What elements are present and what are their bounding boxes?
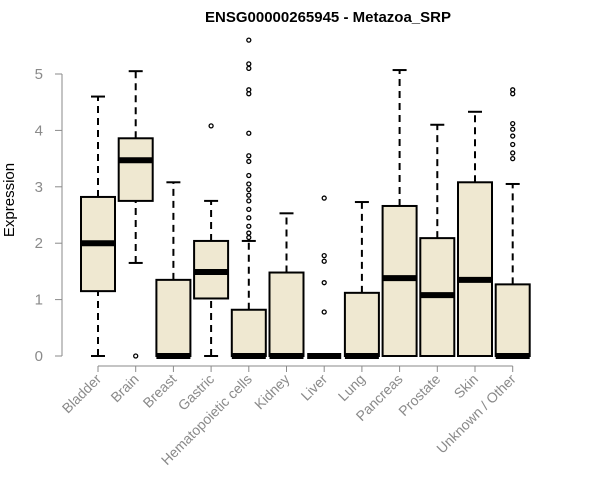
outlier-point [246, 87, 252, 93]
y-tick-label: 4 [35, 122, 43, 139]
y-tick-label: 1 [35, 292, 43, 309]
outlier-point [246, 223, 252, 229]
box-kidney [268, 212, 305, 359]
outlier-point [321, 252, 327, 259]
box-pancreas [381, 69, 418, 357]
box-iqr [117, 137, 154, 202]
chart-title: ENSG00000265945 - Metazoa_SRP [205, 9, 451, 26]
outlier-point [246, 153, 252, 159]
y-tick-label: 2 [35, 235, 43, 252]
outlier-point [246, 158, 252, 165]
box-iqr [268, 271, 305, 358]
outlier-point [246, 215, 252, 221]
outlier-point [246, 206, 252, 213]
box-skin [457, 110, 493, 357]
box-iqr [230, 308, 267, 358]
x-tick-label: Liver [298, 371, 331, 404]
outlier-point [246, 230, 252, 236]
box-iqr [494, 283, 531, 358]
outlier-point [321, 309, 327, 315]
outlier-point [510, 133, 516, 139]
x-tick-label: Brain [107, 371, 141, 405]
outlier-point [321, 280, 327, 286]
outlier-point [133, 353, 139, 359]
y-axis: 0 1 2 3 4 5 [35, 66, 63, 365]
x-tick-label: Skin [451, 371, 482, 402]
outlier-point [246, 172, 252, 179]
outlier-point [246, 37, 252, 43]
x-tick-label: Breast [140, 371, 180, 411]
outlier-point [246, 234, 252, 241]
outlier-point [510, 126, 516, 132]
box-gastric [193, 123, 230, 357]
box-breast [155, 181, 192, 359]
outlier-point [246, 61, 252, 67]
box-liver [307, 195, 342, 359]
outlier-point [246, 130, 252, 136]
outlier-point [321, 258, 327, 264]
box-unknown-other [494, 87, 531, 359]
y-axis-label: Expression [1, 163, 18, 237]
outlier-point [246, 198, 252, 204]
outlier-point [510, 87, 516, 93]
outlier-point [246, 192, 252, 198]
box-iqr [343, 291, 380, 357]
outlier-point [510, 150, 516, 156]
box-iqr [457, 181, 493, 357]
box-brain [117, 70, 154, 359]
box-series [80, 37, 531, 359]
outlier-point [246, 65, 252, 72]
outlier-point [321, 195, 327, 201]
outlier-point [246, 186, 252, 193]
outlier-point [510, 120, 516, 127]
x-tick-label: Lung [335, 371, 368, 404]
outlier-point [208, 123, 214, 129]
box-lung [343, 201, 380, 359]
y-tick-label: 3 [35, 179, 43, 196]
box-prostate [419, 123, 456, 357]
x-tick-label: Kidney [251, 371, 293, 413]
y-tick-label: 5 [35, 66, 43, 83]
x-tick-label: Prostate [395, 371, 443, 419]
x-tick-label: Bladder [59, 371, 105, 417]
outlier-point [510, 155, 516, 162]
box-hematopoietic-cells [230, 37, 267, 359]
box-bladder [80, 95, 116, 357]
y-tick-label: 0 [35, 348, 43, 365]
outlier-point [510, 141, 516, 148]
box-iqr [155, 278, 192, 357]
outlier-point [246, 181, 252, 187]
